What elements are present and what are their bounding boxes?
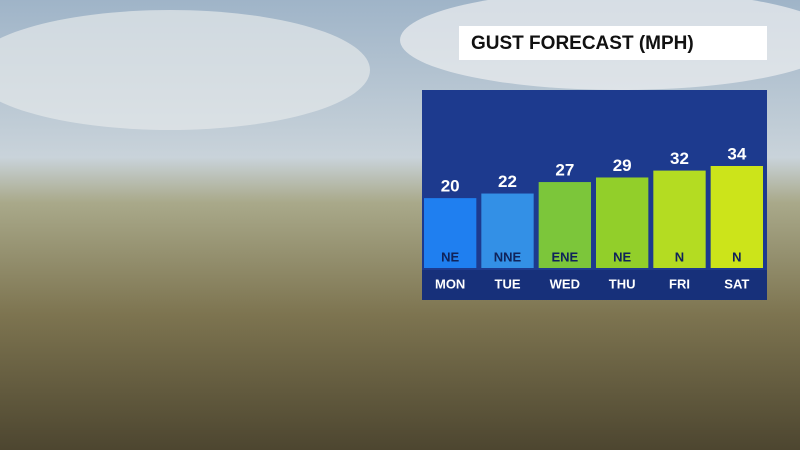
bar (538, 182, 591, 268)
cloud (0, 10, 370, 130)
direction-label: NE (613, 249, 631, 264)
direction-label: ENE (551, 249, 578, 264)
value-label: 27 (555, 161, 574, 180)
bar (653, 170, 706, 268)
value-label: 20 (441, 177, 460, 196)
x-tick-label: SAT (724, 276, 749, 291)
direction-label: N (732, 249, 741, 264)
x-tick-label: MON (435, 276, 465, 291)
chart-panel (422, 90, 767, 300)
direction-label: N (675, 249, 684, 264)
value-label: 29 (613, 156, 632, 175)
bar (481, 193, 534, 268)
value-label: 22 (498, 172, 517, 191)
x-tick-label: WED (550, 276, 580, 291)
x-tick-label: TUE (495, 276, 521, 291)
bar (424, 198, 477, 268)
label-row (422, 270, 767, 300)
x-tick-label: THU (609, 276, 636, 291)
chart-title: GUST FORECAST (MPH) (471, 33, 694, 54)
direction-label: NE (441, 249, 459, 264)
value-label: 32 (670, 149, 689, 168)
bar (710, 166, 763, 268)
x-tick-label: FRI (669, 276, 690, 291)
bar (596, 177, 649, 268)
title-box (459, 26, 767, 60)
value-label: 34 (727, 144, 746, 163)
direction-label: NNE (494, 249, 522, 264)
